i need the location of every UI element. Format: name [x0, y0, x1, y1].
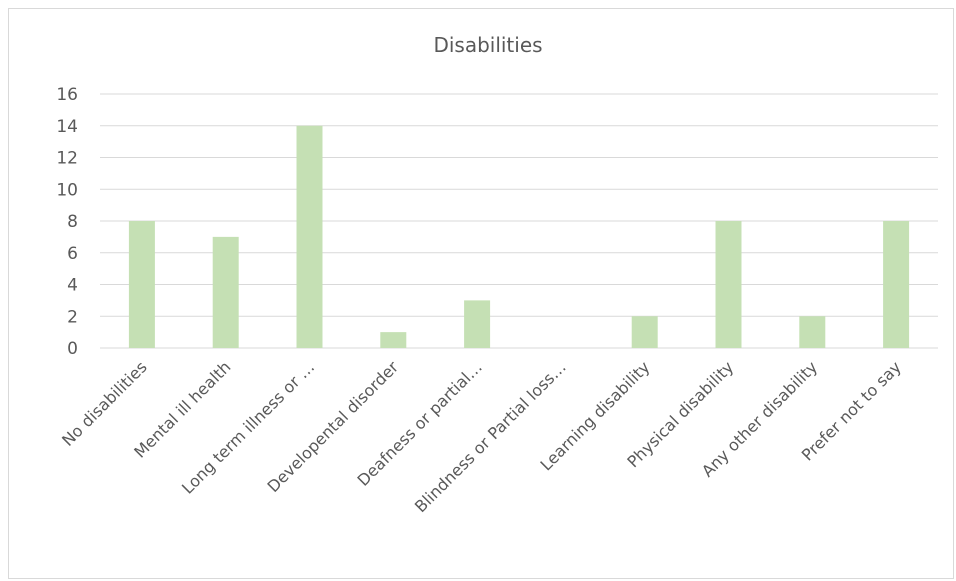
x-tick-label: No disabilities — [58, 357, 151, 450]
y-tick-label: 12 — [56, 149, 78, 169]
bar — [883, 221, 910, 348]
chart-title: Disabilities — [433, 33, 542, 57]
bars — [128, 125, 910, 348]
bar — [631, 316, 658, 348]
bar — [296, 125, 323, 348]
y-axis-ticks: 0 2 4 6 8 10 12 14 16 — [56, 85, 78, 359]
bar — [128, 221, 155, 348]
bar — [212, 236, 239, 348]
y-tick-label: 16 — [56, 85, 78, 105]
y-tick-label: 8 — [67, 212, 78, 232]
chart-frame — [8, 8, 954, 579]
bar — [715, 221, 742, 348]
y-tick-label: 10 — [56, 180, 78, 200]
y-tick-label: 0 — [67, 339, 78, 359]
x-tick-label: Blindness or Partial loss… — [411, 357, 570, 516]
y-tick-label: 14 — [56, 117, 78, 137]
bar — [380, 332, 407, 348]
gridlines — [100, 93, 938, 349]
y-tick-label: 4 — [67, 276, 78, 296]
y-tick-label: 6 — [67, 244, 78, 264]
bar — [799, 316, 826, 348]
y-tick-label: 2 — [67, 307, 78, 327]
bar — [464, 300, 491, 348]
